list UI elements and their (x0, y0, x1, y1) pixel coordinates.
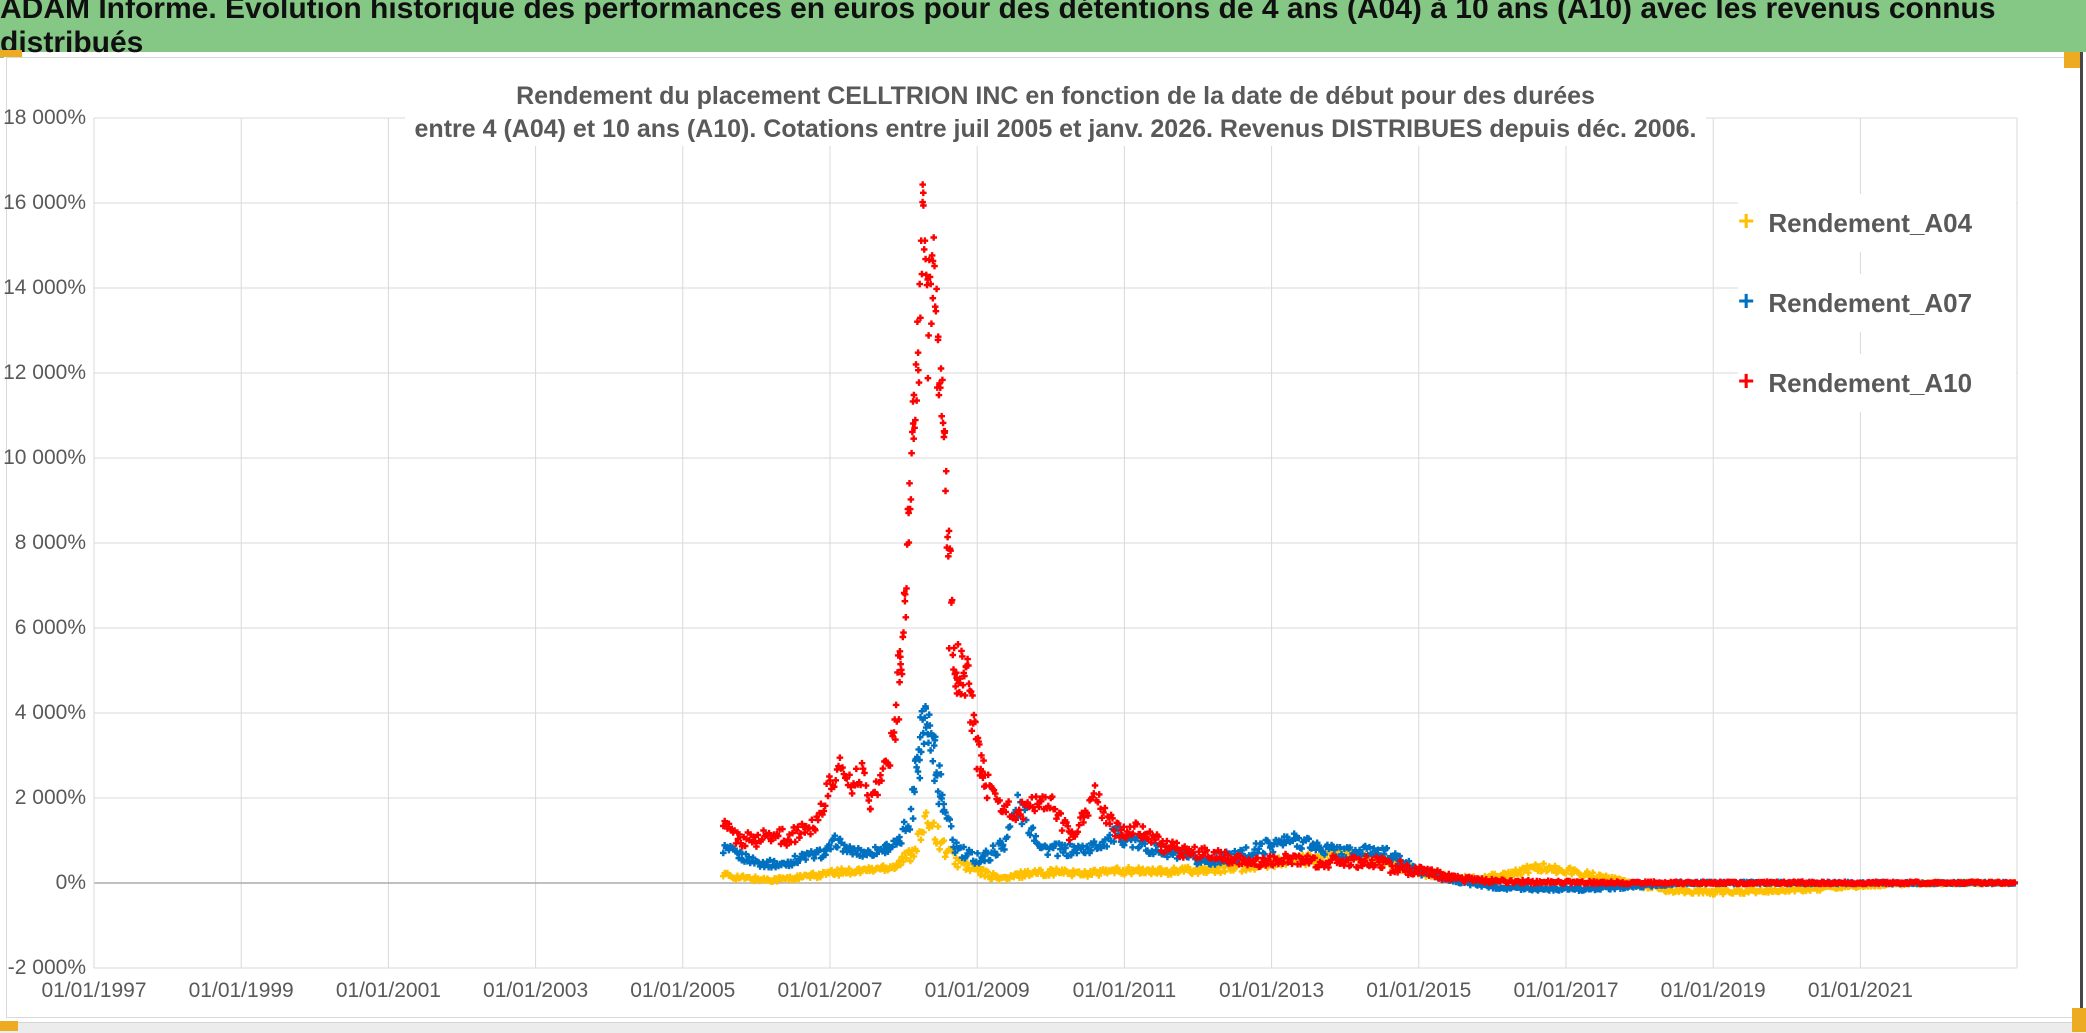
x-axis-label: 01/01/2019 (1660, 979, 1766, 1002)
legend-plus-marker-icon: + (1738, 285, 1755, 316)
x-axis-label: 01/01/2015 (1366, 979, 1472, 1002)
legend-item-rendement_a04[interactable]: + Rendement_A04 (1738, 194, 2016, 252)
x-axis-label: 01/01/1999 (188, 979, 294, 1002)
x-axis-label: 01/01/1997 (41, 979, 147, 1002)
chart-title-line2: entre 4 (A04) et 10 ans (A10). Cotations… (404, 113, 1707, 146)
selection-handle-bottom-left-icon[interactable] (0, 1021, 18, 1031)
y-axis-label: 18 000% (3, 106, 86, 129)
x-axis-label: 01/01/2005 (630, 979, 736, 1002)
selection-handle-top-right-icon[interactable] (2064, 52, 2082, 68)
x-axis-label: 01/01/2007 (777, 979, 883, 1002)
selection-handle-left-icon[interactable] (0, 50, 22, 57)
y-axis-label: 14 000% (3, 276, 86, 299)
window-right-edge (2080, 52, 2083, 1032)
x-axis-label: 01/01/2003 (483, 979, 589, 1002)
selection-handle-bottom-right-icon[interactable] (2072, 1008, 2086, 1032)
x-axis-label: 01/01/2009 (924, 979, 1030, 1002)
y-axis-label: 2 000% (14, 786, 86, 809)
legend-plus-marker-icon: + (1738, 365, 1755, 396)
legend-item-rendement_a07[interactable]: + Rendement_A07 (1738, 274, 2016, 332)
bottom-strip (0, 1022, 2086, 1033)
legend-item-rendement_a10[interactable]: + Rendement_A10 (1738, 354, 2016, 412)
banner-title: ADAM Informe. Evolution historique des p… (0, 0, 1996, 59)
y-axis-label: 4 000% (14, 701, 86, 724)
x-axis-label: 01/01/2001 (335, 979, 441, 1002)
x-axis-label: 01/01/2021 (1807, 979, 1913, 1002)
y-axis-label: 0% (55, 871, 86, 894)
y-axis-label: 6 000% (14, 616, 86, 639)
x-axis-label: 01/01/2011 (1072, 979, 1177, 1002)
x-axis-label: 01/01/2013 (1219, 979, 1325, 1002)
legend-plus-marker-icon: + (1738, 205, 1755, 236)
y-axis-label: 10 000% (3, 446, 86, 469)
chart-title: Rendement du placement CELLTRION INC en … (94, 80, 2017, 146)
chart-title-line1: Rendement du placement CELLTRION INC en … (506, 80, 1605, 113)
chart-object[interactable] (6, 57, 2081, 1018)
banner: ADAM Informe. Evolution historique des p… (0, 0, 2086, 59)
series-points-rendement_a10 (720, 181, 2018, 888)
y-axis-label: 8 000% (14, 531, 86, 554)
legend-item-label: Rendement_A07 (1768, 287, 1973, 318)
y-axis-label: 16 000% (3, 191, 86, 214)
x-axis-label: 01/01/2017 (1513, 979, 1619, 1002)
legend-item-label: Rendement_A10 (1768, 367, 1973, 398)
y-axis-label: -2 000% (7, 956, 86, 979)
legend-item-label: Rendement_A04 (1768, 207, 1973, 238)
y-axis-label: 12 000% (3, 361, 86, 384)
